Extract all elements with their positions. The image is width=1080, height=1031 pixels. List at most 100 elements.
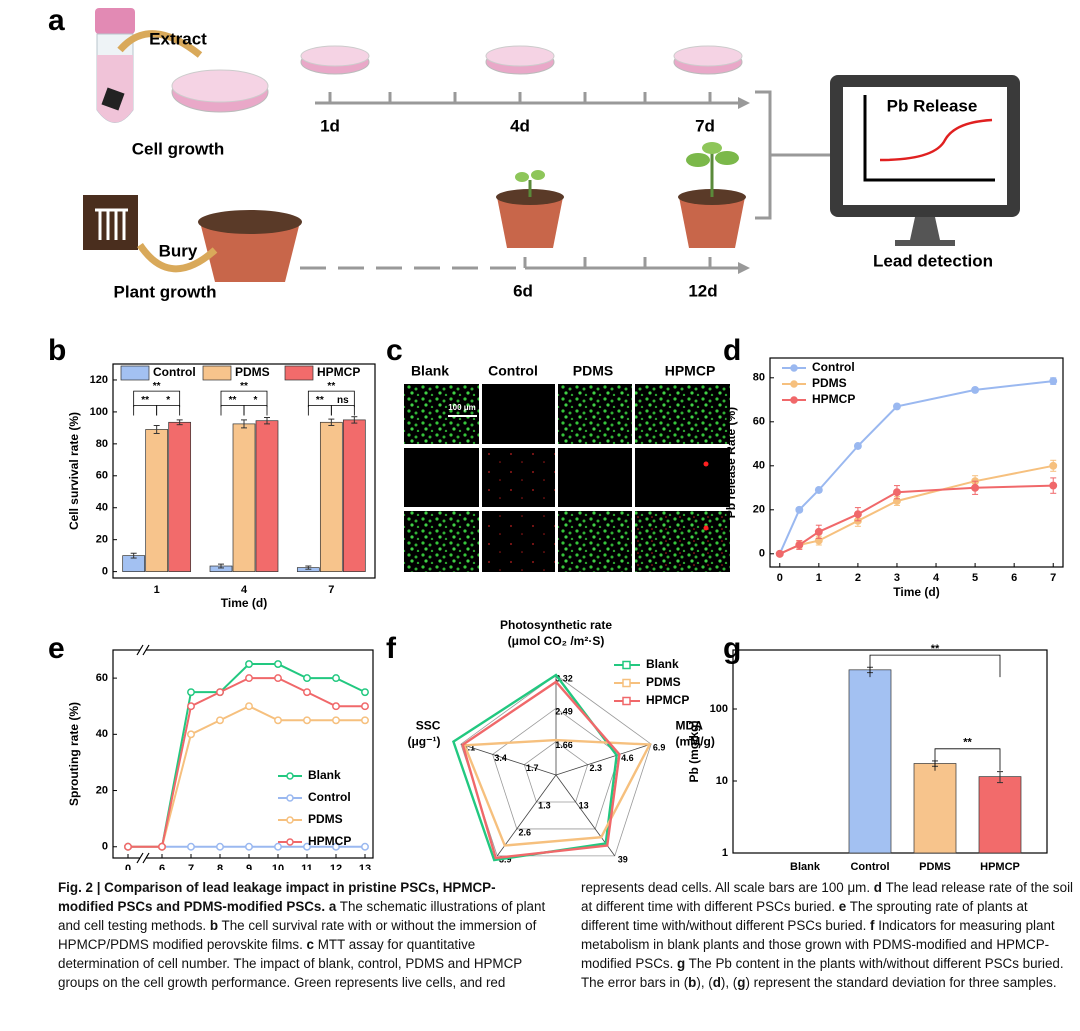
panel-label: c xyxy=(386,334,403,367)
data-point xyxy=(187,842,195,851)
device xyxy=(83,195,138,250)
caption-run: a xyxy=(325,899,337,914)
dish-top xyxy=(171,69,269,103)
sample xyxy=(101,87,125,111)
caption-run: MTT assay for quantitative determination… xyxy=(58,880,871,990)
significance-bracket xyxy=(243,405,268,416)
legend-label: PDMS xyxy=(812,376,847,390)
axis-break-gap xyxy=(140,645,146,655)
legend-label: HPMCP xyxy=(308,834,351,848)
x-tick-label: 10 xyxy=(272,863,284,870)
data-point xyxy=(187,730,195,739)
image xyxy=(558,448,632,507)
image xyxy=(482,511,555,572)
bar xyxy=(168,421,192,572)
caption-run: ), ( xyxy=(720,975,738,990)
axis-label: Photosynthetic rate xyxy=(500,618,612,632)
caption-run: Indicators for measuring plant metabolis… xyxy=(581,918,1055,971)
y-tick-label: 120 xyxy=(90,374,108,386)
y-tick-label: 40 xyxy=(96,502,108,514)
data-point xyxy=(245,660,253,669)
significance-bracket xyxy=(133,405,158,416)
grid-ring xyxy=(523,741,589,803)
data-point xyxy=(187,688,195,697)
bar xyxy=(255,420,279,572)
caption-run: Fig. 2 | Comparison of lead leakage impa… xyxy=(58,880,496,914)
y-tick-label: 0 xyxy=(102,566,108,578)
pots xyxy=(496,142,746,248)
data-point xyxy=(158,842,166,851)
x-tick-label: 4 xyxy=(933,572,940,584)
bar xyxy=(232,423,256,572)
data-point xyxy=(971,483,980,492)
legend-label: PDMS xyxy=(646,675,681,689)
legend-label: Blank xyxy=(646,657,679,671)
caption-run: The schematic illustrations of plant and… xyxy=(58,899,546,933)
caption-run: d xyxy=(712,975,721,990)
y-tick-label: 100 xyxy=(90,406,108,418)
significance-bracket xyxy=(869,654,1001,678)
x-tick-label: 0 xyxy=(125,863,131,870)
legend-marker xyxy=(622,696,631,706)
x-tick-label: 4 xyxy=(241,584,248,596)
image xyxy=(404,384,479,444)
series-line xyxy=(778,380,1054,555)
bar xyxy=(913,763,957,854)
x-tick-label: 11 xyxy=(301,863,313,870)
y-tick-label: 20 xyxy=(753,504,765,516)
image xyxy=(404,511,479,572)
data-point xyxy=(216,716,224,725)
column-label: HPMCP xyxy=(665,363,716,379)
y-tick-label: 20 xyxy=(96,534,108,546)
data-point xyxy=(303,716,311,725)
y-axis-label: Pb (mg/kg) xyxy=(687,720,701,782)
data-point xyxy=(303,842,311,851)
row-title: Cell growth xyxy=(132,139,225,158)
legend-marker xyxy=(790,364,798,372)
axis-unit: (μmol CO₂ /m²·S) xyxy=(508,634,605,648)
x-tick-label: 1 xyxy=(154,584,160,596)
day: 6d xyxy=(513,281,533,300)
data-point xyxy=(1049,377,1058,386)
screen-title: Pb Release xyxy=(887,96,978,115)
error-bar xyxy=(264,417,270,425)
x-tick-label: 9 xyxy=(246,863,252,870)
grid-ring xyxy=(460,674,652,857)
panel-label: f xyxy=(386,632,397,665)
bar xyxy=(319,421,343,572)
caption-label: Lead detection xyxy=(873,251,993,270)
error-bar xyxy=(241,419,247,429)
data-point xyxy=(216,688,224,697)
error-bar xyxy=(153,424,160,434)
data-point xyxy=(795,505,804,514)
data-point xyxy=(853,510,862,519)
error-bar xyxy=(328,418,335,426)
data-point xyxy=(893,402,901,411)
image xyxy=(635,448,730,507)
axis-tick-label: 1.66 xyxy=(555,740,573,750)
data-point xyxy=(893,488,901,497)
tube-medium xyxy=(97,55,133,123)
legend-label: HPMCP xyxy=(317,365,360,379)
data-point xyxy=(274,674,282,683)
plot-frame xyxy=(769,357,1064,568)
data-point xyxy=(361,842,369,851)
axis-unit: (μg⁻¹) xyxy=(407,734,440,748)
device-pattern xyxy=(95,208,128,240)
significance-bracket xyxy=(934,748,1001,771)
x-axis-label: Time (d) xyxy=(221,596,267,610)
axis-tick-label: 6.9 xyxy=(653,742,666,752)
day: 4d xyxy=(510,116,530,135)
legend-marker xyxy=(286,838,294,846)
data-point xyxy=(332,702,340,711)
y-tick-label: 60 xyxy=(753,416,765,428)
axis-tick-label: 39 xyxy=(618,854,628,864)
day: 7d xyxy=(695,116,715,135)
axis-break-gap xyxy=(140,853,146,863)
axis-break xyxy=(142,644,150,656)
data-point xyxy=(1049,461,1058,470)
error-bar xyxy=(176,419,183,426)
pot xyxy=(200,222,300,282)
image xyxy=(635,511,730,572)
